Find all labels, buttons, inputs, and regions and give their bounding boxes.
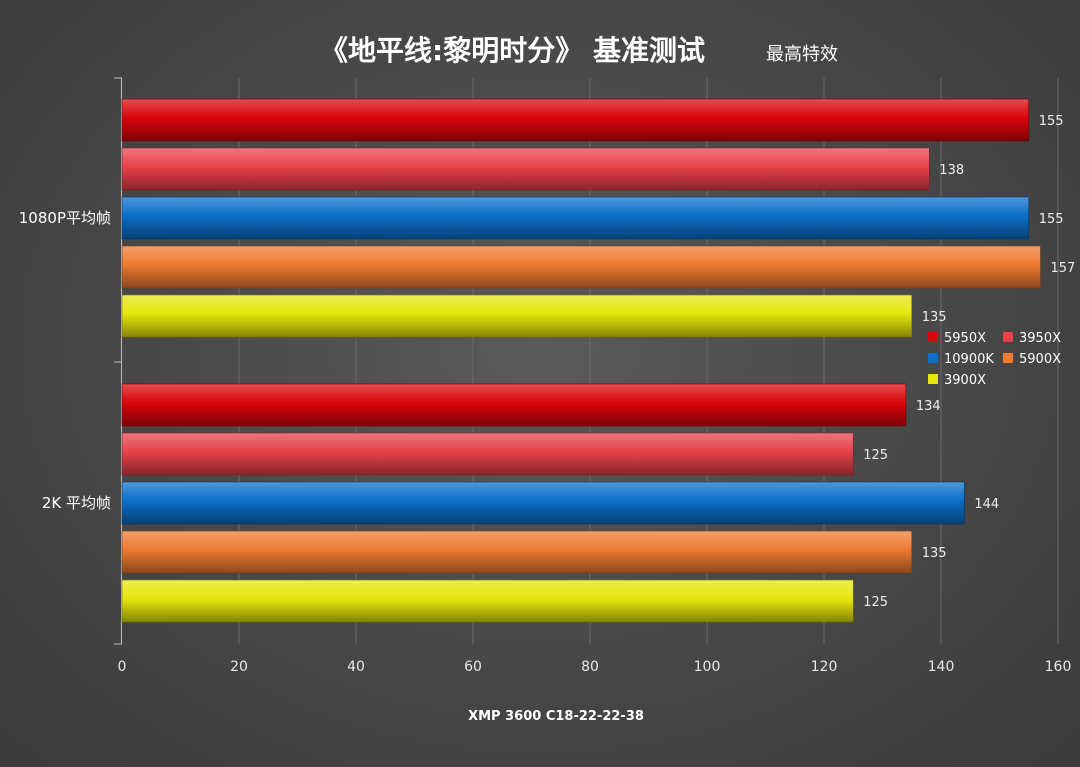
x-tick-label: 60 — [464, 659, 482, 675]
legend-swatch — [928, 374, 938, 384]
category-label: 1080P平均帧 — [19, 209, 111, 227]
legend-swatch — [1003, 332, 1013, 342]
value-label: 125 — [863, 448, 888, 463]
value-label: 138 — [939, 163, 964, 178]
y-axis — [114, 77, 122, 645]
bar-5950X-1 — [121, 383, 907, 427]
value-label: 157 — [1050, 261, 1075, 276]
bar-3950X-1 — [121, 432, 854, 476]
value-label: 125 — [863, 595, 888, 610]
value-label: 144 — [974, 497, 999, 512]
bar-3900X-1 — [121, 579, 854, 623]
legend-swatch — [1003, 353, 1013, 363]
chart-subtitle: 最高特效 — [766, 44, 838, 65]
bar-10900K-1 — [121, 481, 965, 525]
bar-5900X-0 — [121, 245, 1041, 289]
x-tick-label: 100 — [694, 659, 721, 675]
legend-label: 5900X — [1019, 352, 1061, 367]
chart-footnote: XMP 3600 C18-22-22-38 — [468, 709, 644, 724]
legend: 5950X 3950X 10900K 5900X 3900X — [928, 331, 1061, 388]
chart-title: 《地平线:黎明时分》 基准测试 — [320, 34, 705, 67]
value-label: 135 — [922, 546, 947, 561]
value-label: 134 — [916, 399, 941, 414]
bar-10900K-0 — [121, 196, 1030, 240]
legend-swatch — [928, 353, 938, 363]
x-tick-label: 120 — [811, 659, 838, 675]
value-label: 155 — [1039, 114, 1064, 129]
bar-3900X-0 — [121, 294, 913, 338]
legend-swatch — [928, 332, 938, 342]
category-label: 2K 平均帧 — [42, 494, 111, 512]
x-tick-label: 20 — [230, 659, 248, 675]
bar-3950X-0 — [121, 147, 930, 191]
legend-label: 5950X — [944, 331, 986, 346]
value-labels: 155 138 155 157 135 134 125 144 135 125 — [863, 114, 1075, 610]
legend-label: 3900X — [944, 373, 986, 388]
category-labels: 1080P平均帧 2K 平均帧 — [19, 209, 111, 512]
x-tick-label: 140 — [928, 659, 955, 675]
legend-label: 3950X — [1019, 331, 1061, 346]
x-tick-label: 80 — [581, 659, 599, 675]
x-axis-ticks: 0 20 40 60 80 100 120 140 160 — [118, 659, 1072, 675]
value-label: 135 — [922, 310, 947, 325]
bars — [121, 98, 1041, 623]
bar-5950X-0 — [121, 98, 1030, 142]
x-tick-label: 40 — [347, 659, 365, 675]
x-tick-label: 0 — [118, 659, 127, 675]
legend-label: 10900K — [944, 352, 994, 367]
x-tick-label: 160 — [1045, 659, 1072, 675]
value-label: 155 — [1039, 212, 1064, 227]
bar-5900X-1 — [121, 530, 913, 574]
